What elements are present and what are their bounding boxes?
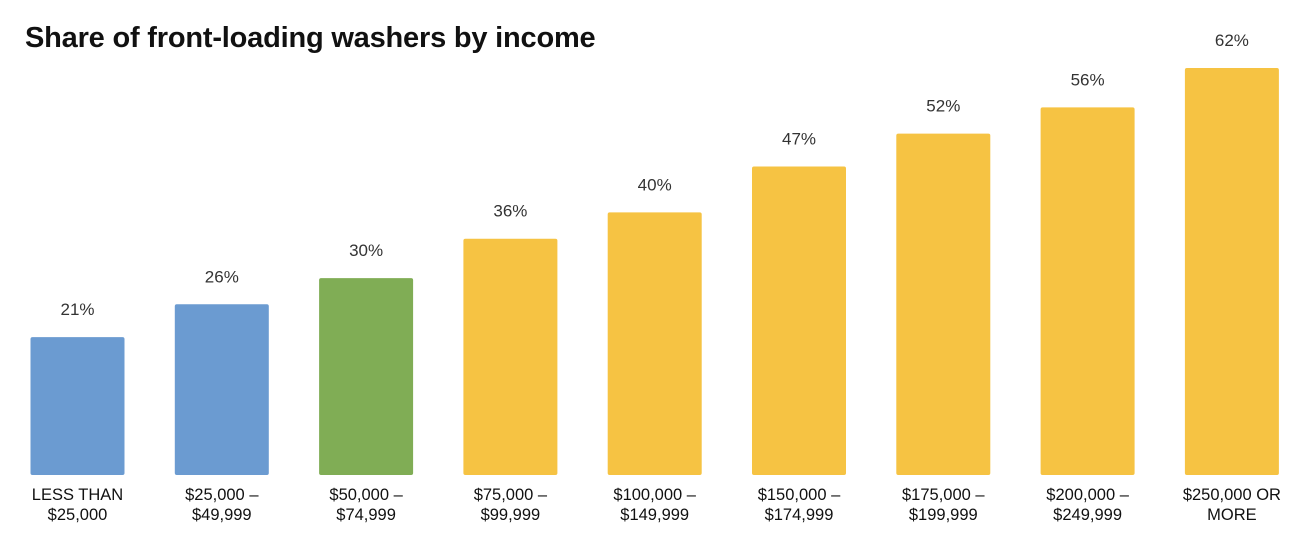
bar-value-label: 56%	[1071, 70, 1105, 89]
category-label-line: $249,999	[1053, 506, 1122, 524]
bar-value-label: 21%	[60, 300, 94, 319]
category-label: $50,000 – $74,999	[329, 486, 403, 524]
bar-value-label: 26%	[205, 267, 239, 286]
category-label-line: $250,000 OR	[1183, 486, 1281, 504]
category-label-line: LESS THAN	[32, 486, 123, 504]
category-label-line: $175,000 –	[902, 486, 985, 504]
category-label: LESS THAN $25,000	[32, 486, 123, 524]
category-label-line: $150,000 –	[758, 486, 841, 504]
chart-title: Share of front-loading washers by income	[25, 22, 596, 54]
category-label: $175,000 – $199,999	[902, 486, 985, 524]
bar	[896, 133, 991, 475]
bars-group	[30, 68, 1279, 476]
category-label-line: $174,999	[765, 506, 834, 524]
category-label-line: $49,999	[192, 506, 252, 524]
category-label-line: $99,999	[481, 506, 541, 524]
category-label-line: $100,000 –	[613, 486, 696, 504]
bar-value-label: 40%	[638, 175, 672, 194]
bar	[752, 166, 846, 475]
bar	[1040, 107, 1135, 476]
category-label-line: $149,999	[620, 506, 689, 524]
category-label-line: $25,000	[48, 506, 108, 524]
category-label: $75,000 – $99,999	[474, 486, 548, 524]
bar	[174, 304, 269, 475]
bar	[607, 212, 702, 475]
bar-value-label: 52%	[926, 97, 960, 116]
category-label-line: $200,000 –	[1046, 486, 1129, 504]
value-labels-group: 21% 26% 30% 36% 40% 47% 52% 56% 62%	[60, 31, 1248, 319]
category-label-line: $25,000 –	[185, 486, 259, 504]
bar	[319, 278, 414, 475]
category-label-line: $74,999	[336, 506, 396, 524]
bar	[1184, 68, 1279, 475]
category-label-line: $75,000 –	[474, 486, 548, 504]
bar-value-label: 30%	[349, 241, 383, 260]
category-label-line: MORE	[1207, 506, 1257, 524]
category-label: $100,000 – $149,999	[613, 486, 696, 524]
category-label-line: $50,000 –	[329, 486, 403, 504]
category-label: $200,000 – $249,999	[1046, 486, 1129, 524]
bar-value-label: 62%	[1215, 31, 1249, 50]
bar	[30, 337, 125, 475]
category-label-line: $199,999	[909, 506, 978, 524]
category-labels-group: LESS THAN $25,000 $25,000 – $49,999 $50,000 …	[32, 486, 1281, 524]
category-label: $150,000 – $174,999	[758, 486, 841, 524]
bar	[463, 238, 558, 475]
bar-value-label: 47%	[782, 130, 816, 149]
category-label: $250,000 OR MORE	[1183, 486, 1281, 524]
bar-value-label: 36%	[493, 202, 527, 221]
category-label: $25,000 – $49,999	[185, 486, 259, 524]
